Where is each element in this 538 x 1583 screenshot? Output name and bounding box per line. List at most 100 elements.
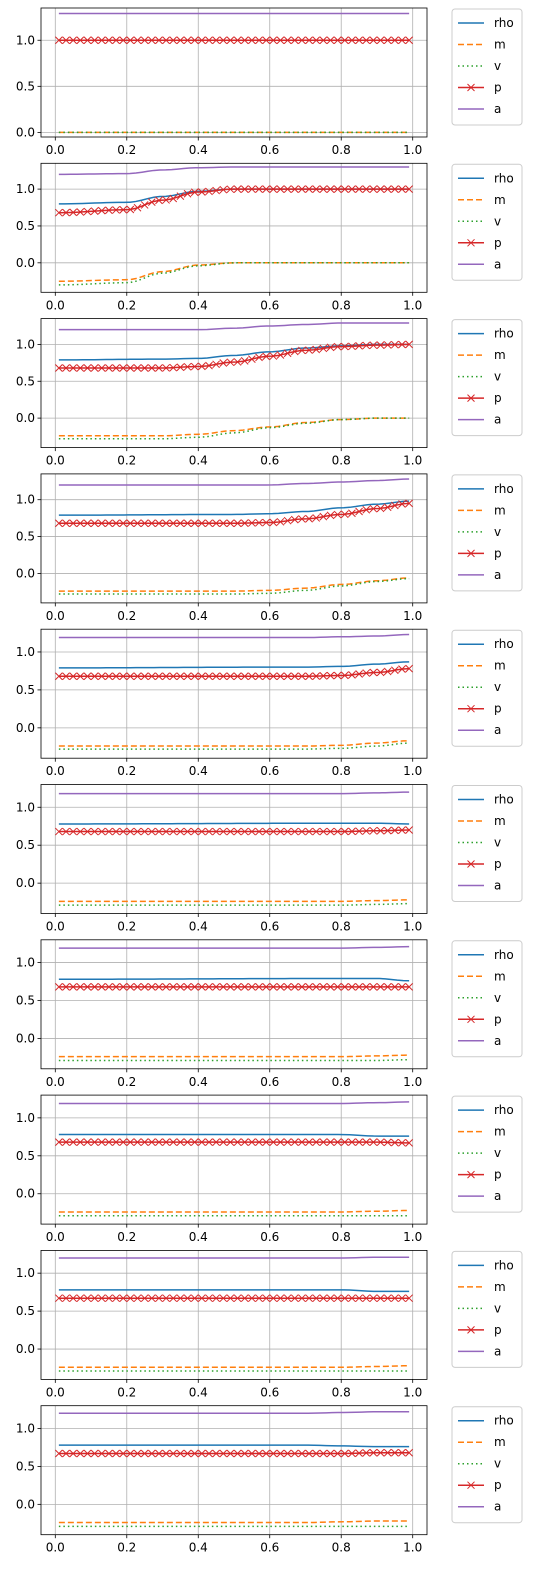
series-marker-p <box>248 355 256 363</box>
series-line-p <box>58 502 410 525</box>
series-marker-p <box>205 36 213 45</box>
series-marker-p <box>69 36 78 45</box>
series-marker-p <box>205 187 213 196</box>
x-tick-label: 0.2 <box>117 1541 136 1555</box>
series-line-rho <box>58 661 410 669</box>
x-tick-label: 0.8 <box>332 1541 351 1555</box>
x-tick-label: 0.8 <box>332 609 351 623</box>
series-marker-p <box>240 357 249 365</box>
y-tick-label: 1.0 <box>16 800 35 814</box>
series-marker-p <box>390 1294 399 1303</box>
axes-frame <box>40 162 428 293</box>
series-marker-p <box>248 827 256 836</box>
series-line-p <box>58 1452 410 1455</box>
legend-label-rho: rho <box>494 482 514 496</box>
series-marker-p <box>333 1138 342 1147</box>
series-marker-p <box>176 1449 185 1458</box>
series-marker-p <box>369 185 378 193</box>
series-marker-p <box>140 36 149 45</box>
legend-label-v: v <box>494 59 501 73</box>
series-marker-p <box>305 514 313 523</box>
x-tick-label: 1.0 <box>403 143 422 157</box>
series-line-m <box>58 899 410 903</box>
series-line-a <box>58 1256 410 1259</box>
series-marker-p <box>326 1449 335 1458</box>
series-marker-p <box>219 1449 228 1458</box>
series-marker-p <box>340 1449 349 1458</box>
series-marker-p <box>126 1294 135 1303</box>
series-marker-p <box>248 1294 256 1303</box>
series-marker-p <box>298 1449 306 1458</box>
series-marker-p <box>398 1294 406 1303</box>
x-tick-label: 0.8 <box>332 454 351 468</box>
series-marker-p <box>97 672 106 681</box>
series-marker-p <box>55 36 63 45</box>
legend-label-rho: rho <box>494 327 514 341</box>
x-tick-label: 1.0 <box>403 1385 422 1399</box>
legend-label-v: v <box>494 1457 501 1471</box>
x-tick-label: 0.8 <box>332 298 351 312</box>
series-marker-p <box>312 827 321 836</box>
series-marker-p <box>212 827 220 836</box>
series-marker-p <box>240 827 249 836</box>
series-marker-p <box>55 208 63 217</box>
series-marker-p <box>197 982 206 991</box>
legend-label-m: m <box>494 193 506 207</box>
axes-frame <box>40 473 428 604</box>
series-marker-p <box>312 185 321 193</box>
series-marker-p <box>140 1294 149 1303</box>
legend-label-a: a <box>494 568 501 582</box>
series-marker-p <box>405 36 413 45</box>
series-line-m <box>58 262 410 282</box>
series-marker-p <box>212 1138 220 1147</box>
series-marker-p <box>105 1138 113 1147</box>
legend-marker-p <box>467 1481 475 1490</box>
series-marker-p <box>319 185 328 193</box>
series-marker-p <box>226 1138 235 1147</box>
legend-label-rho: rho <box>494 1103 514 1117</box>
series-marker-p <box>290 347 299 356</box>
series-marker-p <box>90 519 99 528</box>
series-marker-p <box>233 1449 242 1458</box>
legend-label-a: a <box>494 102 501 116</box>
legend-label-m: m <box>494 1125 506 1139</box>
series-marker-p <box>355 670 363 678</box>
series-marker-p <box>398 665 406 673</box>
x-tick-label: 0.8 <box>332 920 351 934</box>
series-marker-p <box>240 982 249 991</box>
series-line-a <box>58 791 410 795</box>
y-tick-label: 0.5 <box>16 79 35 93</box>
series-marker-p <box>133 203 142 212</box>
series-marker-p <box>62 519 70 528</box>
series-marker-p <box>390 666 399 675</box>
series-marker-p <box>390 185 399 193</box>
series-marker-p <box>162 1294 170 1303</box>
series-marker-p <box>276 517 285 526</box>
series-line-m <box>58 1054 410 1058</box>
series-marker-p <box>183 189 192 198</box>
series-marker-p <box>147 1449 156 1458</box>
series-marker-p <box>355 1138 363 1147</box>
series-marker-p <box>340 671 349 680</box>
x-tick-label: 0.8 <box>332 143 351 157</box>
series-marker-p <box>262 518 271 527</box>
series-marker-p <box>248 1449 256 1458</box>
series-line-m <box>58 1364 410 1369</box>
series-marker-p <box>326 982 335 991</box>
series-marker-p <box>212 1449 220 1458</box>
series-marker-p <box>255 1138 263 1147</box>
series-marker-p <box>105 36 113 45</box>
series-marker-p <box>90 827 99 836</box>
series-marker-p <box>312 36 321 45</box>
legend-label-p: p <box>494 1323 502 1337</box>
series-marker-p <box>326 185 335 193</box>
x-tick-label: 0.6 <box>260 1385 279 1399</box>
legend-label-m: m <box>494 1435 506 1449</box>
x-tick-label: 0.2 <box>117 609 136 623</box>
series-marker-p <box>255 353 263 362</box>
series-line-m <box>58 1209 410 1213</box>
series-marker-p <box>90 364 99 372</box>
series-marker-p <box>219 982 228 991</box>
